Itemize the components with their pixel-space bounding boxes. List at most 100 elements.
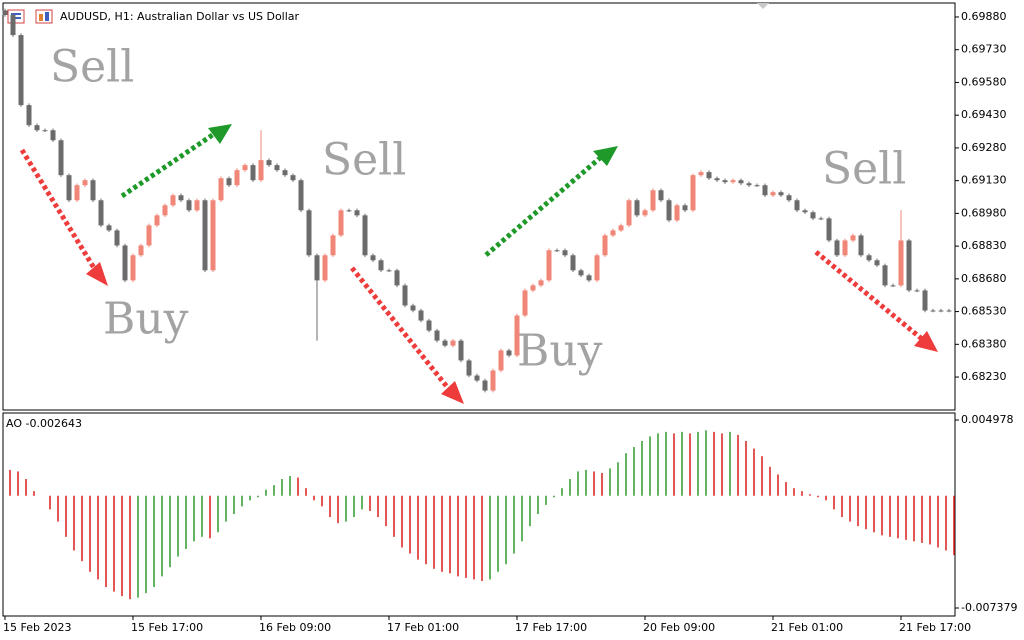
candle-body (210, 200, 216, 271)
candle-body (434, 330, 440, 341)
candle-body (114, 230, 120, 246)
candle-body (722, 180, 728, 183)
candle-body (218, 178, 224, 201)
candle-body (794, 200, 800, 211)
chart-title: AUDUSD, H1: Australian Dollar vs US Doll… (60, 10, 300, 23)
arrow (350, 266, 450, 390)
candle-body (378, 260, 384, 271)
y-tick-label: 0.68230 (961, 370, 1007, 383)
x-tick-label: 15 Feb 2023 (3, 621, 71, 634)
candle-body (618, 225, 624, 231)
candle-body (578, 270, 584, 276)
candle-body (658, 190, 664, 201)
y-tick-label: -0.007379 (961, 601, 1017, 614)
arrow-head (593, 146, 618, 166)
candle-body (594, 255, 600, 281)
candle-body (226, 178, 232, 186)
candle-body (786, 195, 792, 201)
candle-body (714, 178, 720, 181)
candle-body (162, 205, 168, 216)
candle-body (298, 180, 304, 211)
candle-body (42, 130, 48, 132)
candle-body (570, 255, 576, 271)
candle-body (666, 200, 672, 221)
candle-body (834, 240, 840, 256)
candle-body (362, 215, 368, 256)
y-tick-label: 0.68830 (961, 239, 1007, 252)
x-tick-label: 21 Feb 17:00 (899, 621, 971, 634)
candle-body (930, 310, 936, 312)
y-tick-label: 0.69730 (961, 43, 1007, 56)
candle-body (802, 210, 808, 213)
candle-body (34, 125, 40, 131)
candle-body (586, 275, 592, 281)
candle-body (858, 235, 864, 256)
candle-body (906, 240, 912, 291)
candle-body (82, 180, 88, 186)
candle-body (458, 340, 464, 361)
y-tick-label: 0.69430 (961, 108, 1007, 121)
candle-body (546, 250, 552, 281)
candle-body (66, 175, 72, 201)
candle-body (74, 185, 80, 201)
arrow-head (208, 124, 232, 144)
candle-body (890, 285, 896, 287)
y-tick-label: 0.69130 (961, 174, 1007, 187)
icon (11, 13, 21, 15)
y-tick-label: 0.68980 (961, 206, 1007, 219)
icon (7, 9, 25, 24)
icon (45, 12, 49, 21)
annotation: Sell (322, 135, 406, 186)
candle-body (346, 210, 352, 212)
candle-body (682, 205, 688, 211)
candle-body (914, 290, 920, 292)
candle-body (730, 180, 736, 183)
candle-body (2, 10, 8, 16)
candle-body (90, 180, 96, 201)
candle-body (874, 260, 880, 266)
candle-body (610, 230, 616, 236)
candle-body (130, 255, 136, 281)
price-panel-frame (2, 2, 956, 411)
candle-body (170, 195, 176, 206)
candle-body (10, 15, 16, 36)
candle-body (450, 340, 456, 346)
candle-body (186, 200, 192, 211)
annotation: Sell (50, 42, 134, 93)
x-tick-label: 17 Feb 17:00 (515, 621, 587, 634)
y-tick-label: 0.68680 (961, 272, 1007, 285)
candle-body (826, 218, 832, 241)
candle-body (922, 290, 928, 311)
icon (11, 17, 21, 19)
candle-body (882, 265, 888, 286)
candle-body (442, 340, 448, 346)
candle-body (314, 255, 320, 281)
x-tick-label: 16 Feb 09:00 (259, 621, 331, 634)
candle-body (738, 180, 744, 184)
arrow (484, 156, 602, 257)
candle-body (242, 165, 248, 171)
candle-body (138, 245, 144, 256)
candle-body (370, 255, 376, 261)
candle-body (674, 205, 680, 221)
candle-body (418, 310, 424, 321)
candle-body (402, 285, 408, 306)
candle-body (490, 370, 496, 391)
annotation: Buy (103, 294, 189, 345)
indicator-label: AO -0.002643 (6, 417, 82, 430)
candle-body (778, 192, 784, 196)
candle-body (322, 255, 328, 281)
candle-body (810, 212, 816, 219)
candle-body (498, 350, 504, 371)
arrow (814, 250, 924, 341)
candle-body (394, 270, 400, 286)
candle-body (410, 305, 416, 311)
candle-body (354, 210, 360, 216)
candle-body (626, 200, 632, 226)
candle-body (154, 215, 160, 226)
candle-body (690, 175, 696, 211)
candle-body (194, 200, 200, 211)
y-tick-label: 0.68380 (961, 337, 1007, 350)
